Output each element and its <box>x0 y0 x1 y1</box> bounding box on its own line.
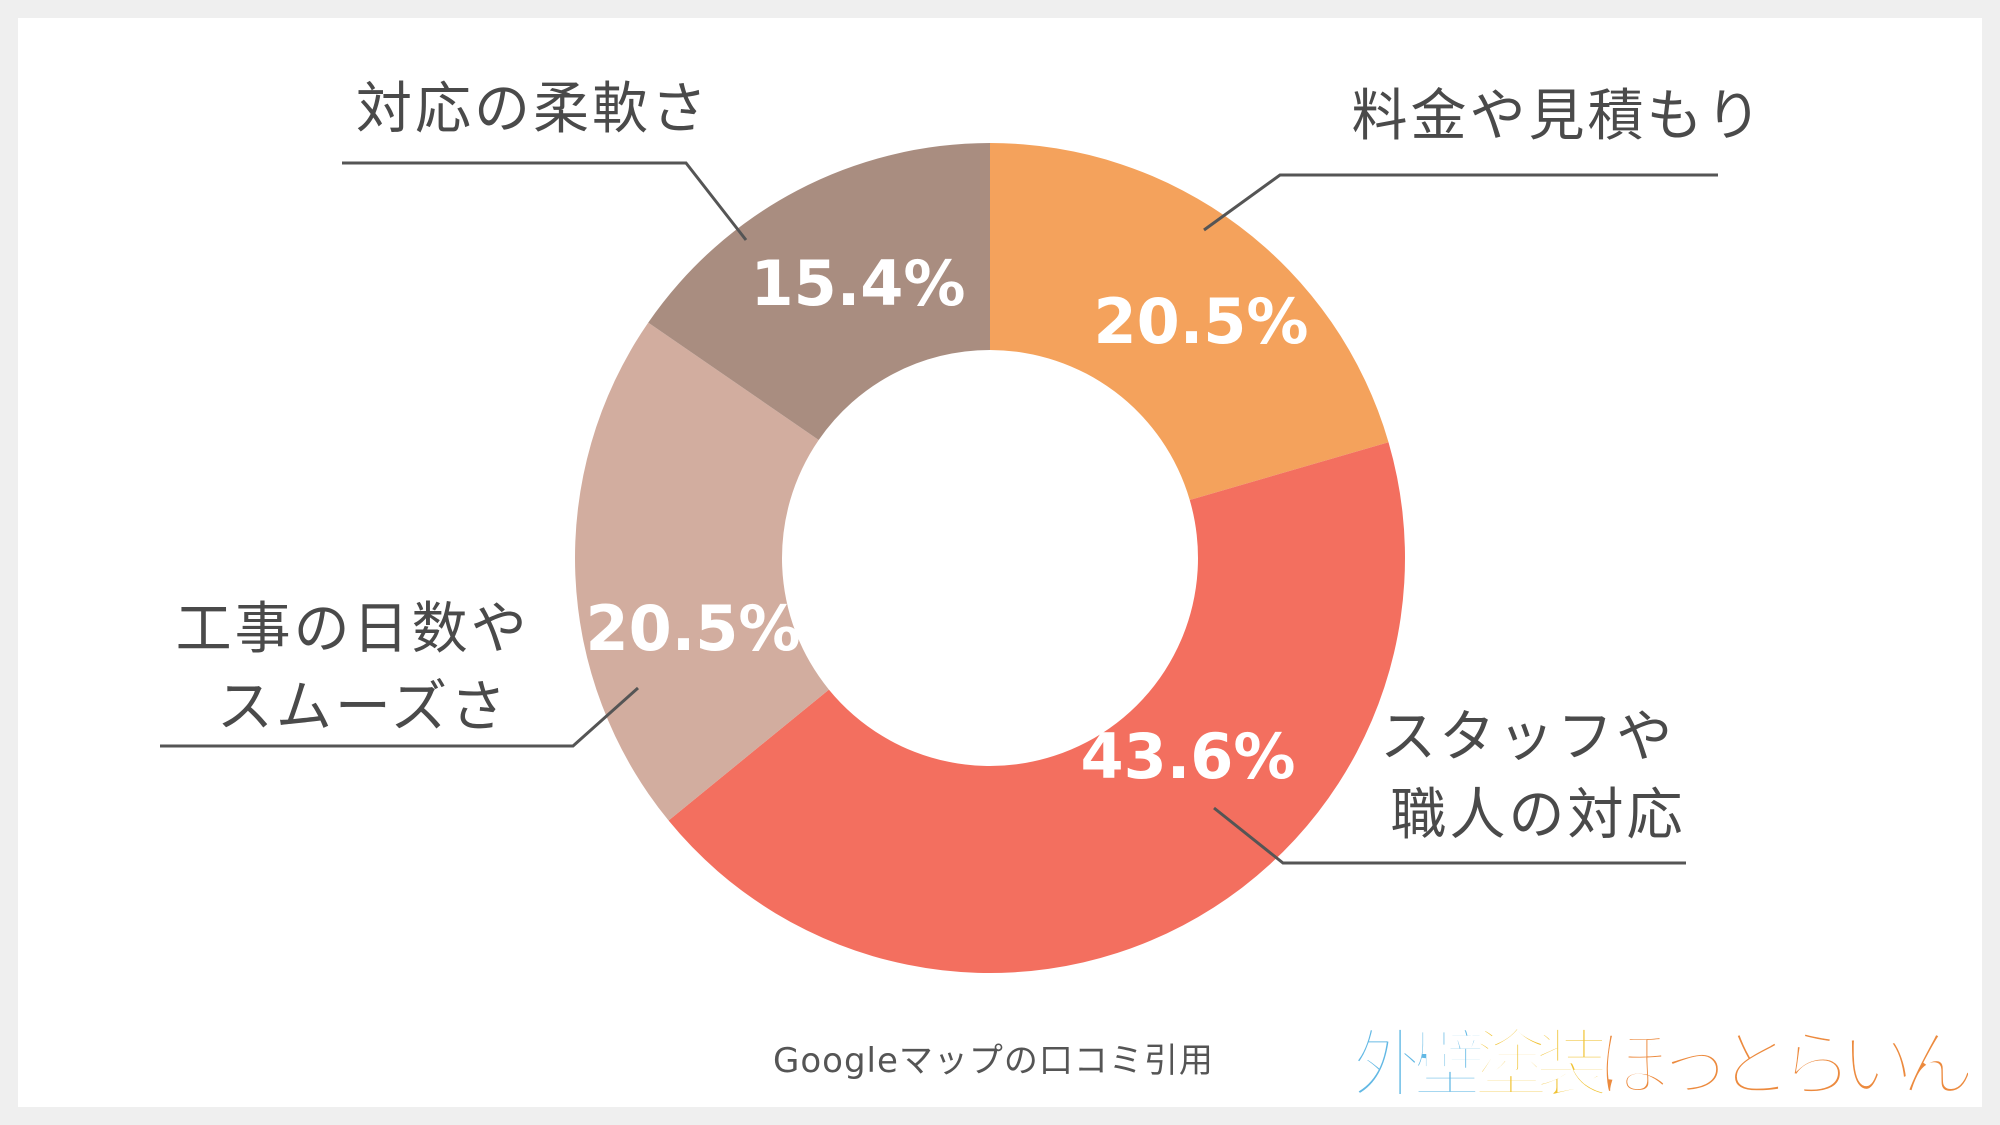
label-staff-line-2: 職人の対応 <box>1391 783 1686 848</box>
leader-line-duration <box>160 686 639 748</box>
label-staff-line-1: スタッフや <box>1380 705 1675 770</box>
slice-fee <box>990 143 1389 500</box>
logo-char: 壁 <box>1413 1022 1487 1108</box>
label-flexibility: 対応の柔軟さ <box>356 77 710 142</box>
logo-char: 装 <box>1535 1022 1609 1108</box>
slice-duration <box>575 322 829 821</box>
leader-line-flexibility <box>342 161 748 241</box>
label-duration: 工事の日数や スムーズさ <box>176 597 551 740</box>
label-fee: 料金や見積もり <box>1352 84 1765 149</box>
logo-char: ら <box>1779 1022 1853 1108</box>
logo-char: ほ <box>1596 1022 1670 1108</box>
label-duration-line-1: 工事の日数や <box>176 597 530 662</box>
logo-char: 塗 <box>1474 1022 1548 1108</box>
slice-flexibility <box>648 143 990 441</box>
value-label-staff: 43.6% <box>1080 720 1295 793</box>
label-duration-line-2: スムーズさ <box>217 675 509 740</box>
leader-line-staff <box>1213 806 1686 865</box>
label-fee-line-1: 料金や見積もり <box>1352 84 1765 149</box>
slice-staff <box>668 442 1405 973</box>
donut-chart: 料金や見積もり スタッフや 職人の対応 工事の日数や スムーズさ 対応の柔軟さ … <box>160 77 1765 973</box>
logo-char: ん <box>1901 1022 1968 1108</box>
value-label-fee: 20.5% <box>1093 285 1308 358</box>
value-label-duration: 20.5% <box>585 592 800 665</box>
logo-char: 外 <box>1352 1022 1426 1108</box>
donut-slices <box>575 143 1405 973</box>
leader-line-fee <box>1203 173 1718 232</box>
source-note: Googleマップの口コミ引用 <box>773 1041 1214 1081</box>
logo-char: い <box>1840 1022 1914 1108</box>
logo-char: っ <box>1657 1022 1731 1108</box>
value-label-flexibility: 15.4% <box>750 247 965 320</box>
logo-char: と <box>1718 1022 1792 1108</box>
label-staff: スタッフや 職人の対応 <box>1380 705 1696 848</box>
chart-frame: 料金や見積もり スタッフや 職人の対応 工事の日数や スムーズさ 対応の柔軟さ … <box>18 18 1982 1109</box>
label-flexibility-line-1: 対応の柔軟さ <box>356 77 710 142</box>
